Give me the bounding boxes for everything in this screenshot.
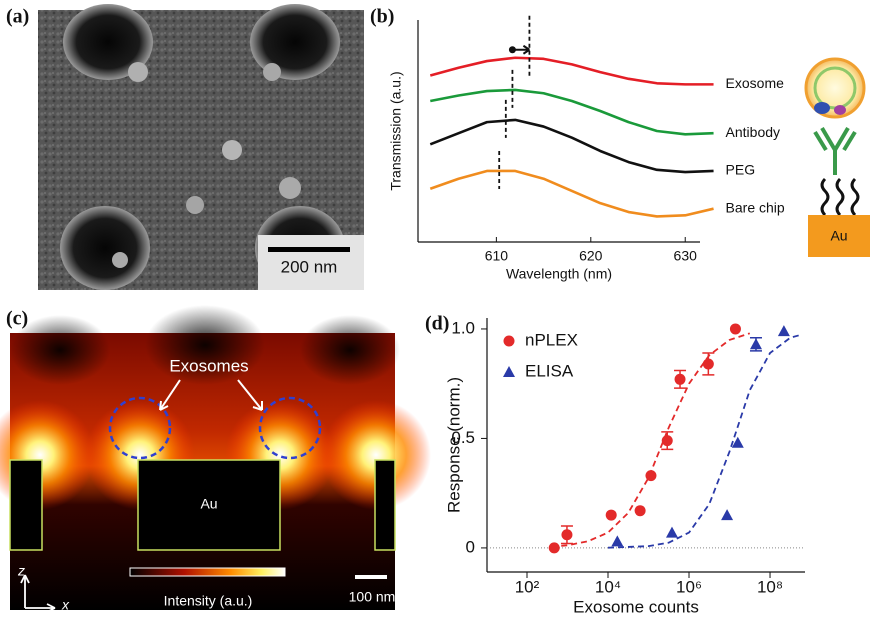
legend-label: ELISA (525, 361, 574, 380)
data-point (611, 535, 623, 546)
data-point (645, 470, 656, 481)
scale-bar-label: 100 nm (349, 589, 396, 605)
shift-arrow (512, 46, 529, 54)
axis-label: x (61, 597, 70, 613)
colorbar-label: Intensity (a.u.) (164, 593, 253, 609)
data-point (606, 510, 617, 521)
series-line (430, 58, 713, 85)
series-label: PEG (726, 162, 756, 178)
series-line (430, 120, 713, 172)
x-tick-label: 10⁶ (676, 577, 702, 596)
x-axis-label: Wavelength (nm) (506, 266, 612, 282)
data-point (732, 437, 744, 448)
series-label: Antibody (726, 124, 780, 140)
data-point (666, 527, 678, 538)
fit-line (551, 333, 749, 546)
x-tick-label: 630 (674, 248, 698, 264)
data-point (635, 505, 646, 516)
data-point (675, 374, 686, 385)
series-label: Exosome (726, 75, 785, 91)
legend-label: nPLEX (525, 330, 578, 349)
panel-label: (b) (370, 6, 394, 28)
colorbar-tick-label: 1 (0, 579, 4, 595)
data-point (549, 542, 560, 553)
substrate-label: Au (830, 228, 847, 244)
series-line (430, 171, 713, 217)
y-tick-label: 1.0 (451, 318, 475, 337)
x-tick-label: 10⁴ (595, 577, 621, 596)
data-point (730, 323, 741, 334)
y-axis-label: Response (norm.) (444, 377, 463, 513)
legend-marker (503, 366, 515, 377)
x-tick-label: 10² (515, 577, 540, 596)
panel-label: (d) (425, 313, 449, 335)
field-map: Exosomes Au Intensity (a.u.) 100 nm z x (0, 305, 431, 613)
x-tick-label: 10⁸ (757, 577, 783, 596)
panel-label: (a) (6, 6, 29, 28)
data-point (561, 529, 572, 540)
data-point (662, 435, 673, 446)
y-axis-label: Transmission (a.u.) (388, 71, 404, 190)
x-tick-label: 610 (485, 248, 509, 264)
block-label: Au (200, 496, 217, 512)
sem-image: 200 nm (38, 4, 364, 290)
data-point (721, 509, 733, 520)
y-tick-label: 0 (466, 537, 475, 556)
annotation: Exosomes (169, 356, 248, 375)
legend-marker (504, 336, 515, 347)
series-label: Bare chip (726, 199, 785, 215)
figure: (a) (b) (c) (d) 200 nm Au (0, 0, 872, 617)
x-tick-label: 620 (579, 248, 603, 264)
data-point (703, 358, 714, 369)
schematic: Au (806, 59, 870, 257)
data-point (778, 325, 790, 336)
axis-label: z (17, 563, 25, 579)
x-axis-label: Exosome counts (573, 597, 699, 616)
scale-bar-label: 200 nm (281, 257, 338, 276)
data-point (750, 338, 762, 349)
